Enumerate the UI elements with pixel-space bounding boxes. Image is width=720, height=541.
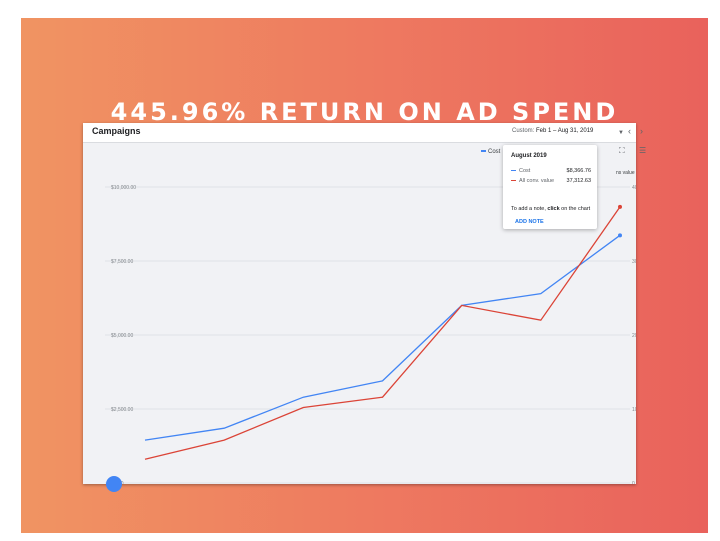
legend-conv-label: ns value [616, 170, 635, 176]
note-prefix: To add a note, [511, 206, 548, 212]
campaigns-card: Campaigns Custom: Feb 1 – Aug 31, 2019 ▼… [83, 123, 646, 492]
add-fab-button[interactable] [106, 476, 122, 492]
y-right-tick-label: 20,000.00 [632, 333, 636, 339]
conv-value-series-end-point [618, 204, 622, 209]
tooltip-title: August 2019 [511, 153, 547, 159]
y-right-tick-label: 0.00 [632, 481, 636, 484]
y-right-tick-label: 40,000.00 [632, 185, 636, 191]
conv-line-icon [511, 180, 516, 182]
chevron-right-icon[interactable]: › [640, 126, 643, 136]
chevron-left-icon[interactable]: ‹ [628, 126, 631, 136]
add-note-button[interactable]: ADD NOTE [515, 219, 544, 225]
y-left-tick-label: $10,000.00 [111, 185, 136, 191]
legend-cost-swatch [481, 150, 486, 153]
line-chart[interactable]: $0.000.00$2,500.0010,000.00$5,000.0020,0… [83, 143, 636, 484]
cost-series-end-point [618, 233, 622, 238]
cost-series-line [144, 234, 621, 441]
data-point-tooltip: August 2019 Cost $8,366.76 All conv. val… [503, 145, 597, 229]
cost-line-icon [511, 170, 516, 172]
tooltip-note: To add a note, click on the chart [511, 206, 590, 212]
note-bold: click [547, 206, 560, 212]
y-left-tick-label: $5,000.00 [111, 333, 133, 339]
y-right-tick-label: 10,000.00 [632, 407, 636, 413]
tooltip-row-cost: Cost $8,366.76 [511, 168, 591, 174]
date-range-value: Feb 1 – Aug 31, 2019 [536, 128, 594, 134]
chart-legend: Cost [481, 149, 500, 155]
date-range-label: Custom [512, 128, 533, 134]
settings-sliders-icon[interactable]: ☰ [639, 146, 647, 155]
y-left-tick-label: $2,500.00 [111, 407, 133, 413]
tooltip-row-conv: All conv. value 37,312.63 [511, 178, 591, 184]
tooltip-cost-value: $8,366.76 [566, 168, 591, 174]
tooltip-conv-value: 37,312.63 [566, 178, 591, 184]
legend-cost-label: Cost [488, 149, 501, 155]
tooltip-cost-label: Cost [519, 168, 531, 174]
expand-icon[interactable]: ⛶ [619, 146, 625, 155]
card-header: Campaigns Custom: Feb 1 – Aug 31, 2019 ▼… [83, 123, 643, 143]
headline: 445.96% RETURN ON AD SPEND [110, 98, 619, 126]
banner: 445.96% RETURN ON AD SPEND Campaigns Cus… [21, 18, 708, 533]
card-title: Campaigns [92, 126, 141, 136]
caret-down-icon[interactable]: ▼ [618, 130, 624, 136]
y-left-tick-label: $7,500.00 [111, 259, 133, 265]
tooltip-conv-label: All conv. value [519, 178, 555, 184]
conv-value-series-line [144, 206, 621, 460]
date-range-selector[interactable]: Custom: Feb 1 – Aug 31, 2019 [512, 128, 594, 134]
y-right-tick-label: 30,000.00 [632, 259, 636, 265]
note-suffix: on the chart [559, 206, 591, 212]
